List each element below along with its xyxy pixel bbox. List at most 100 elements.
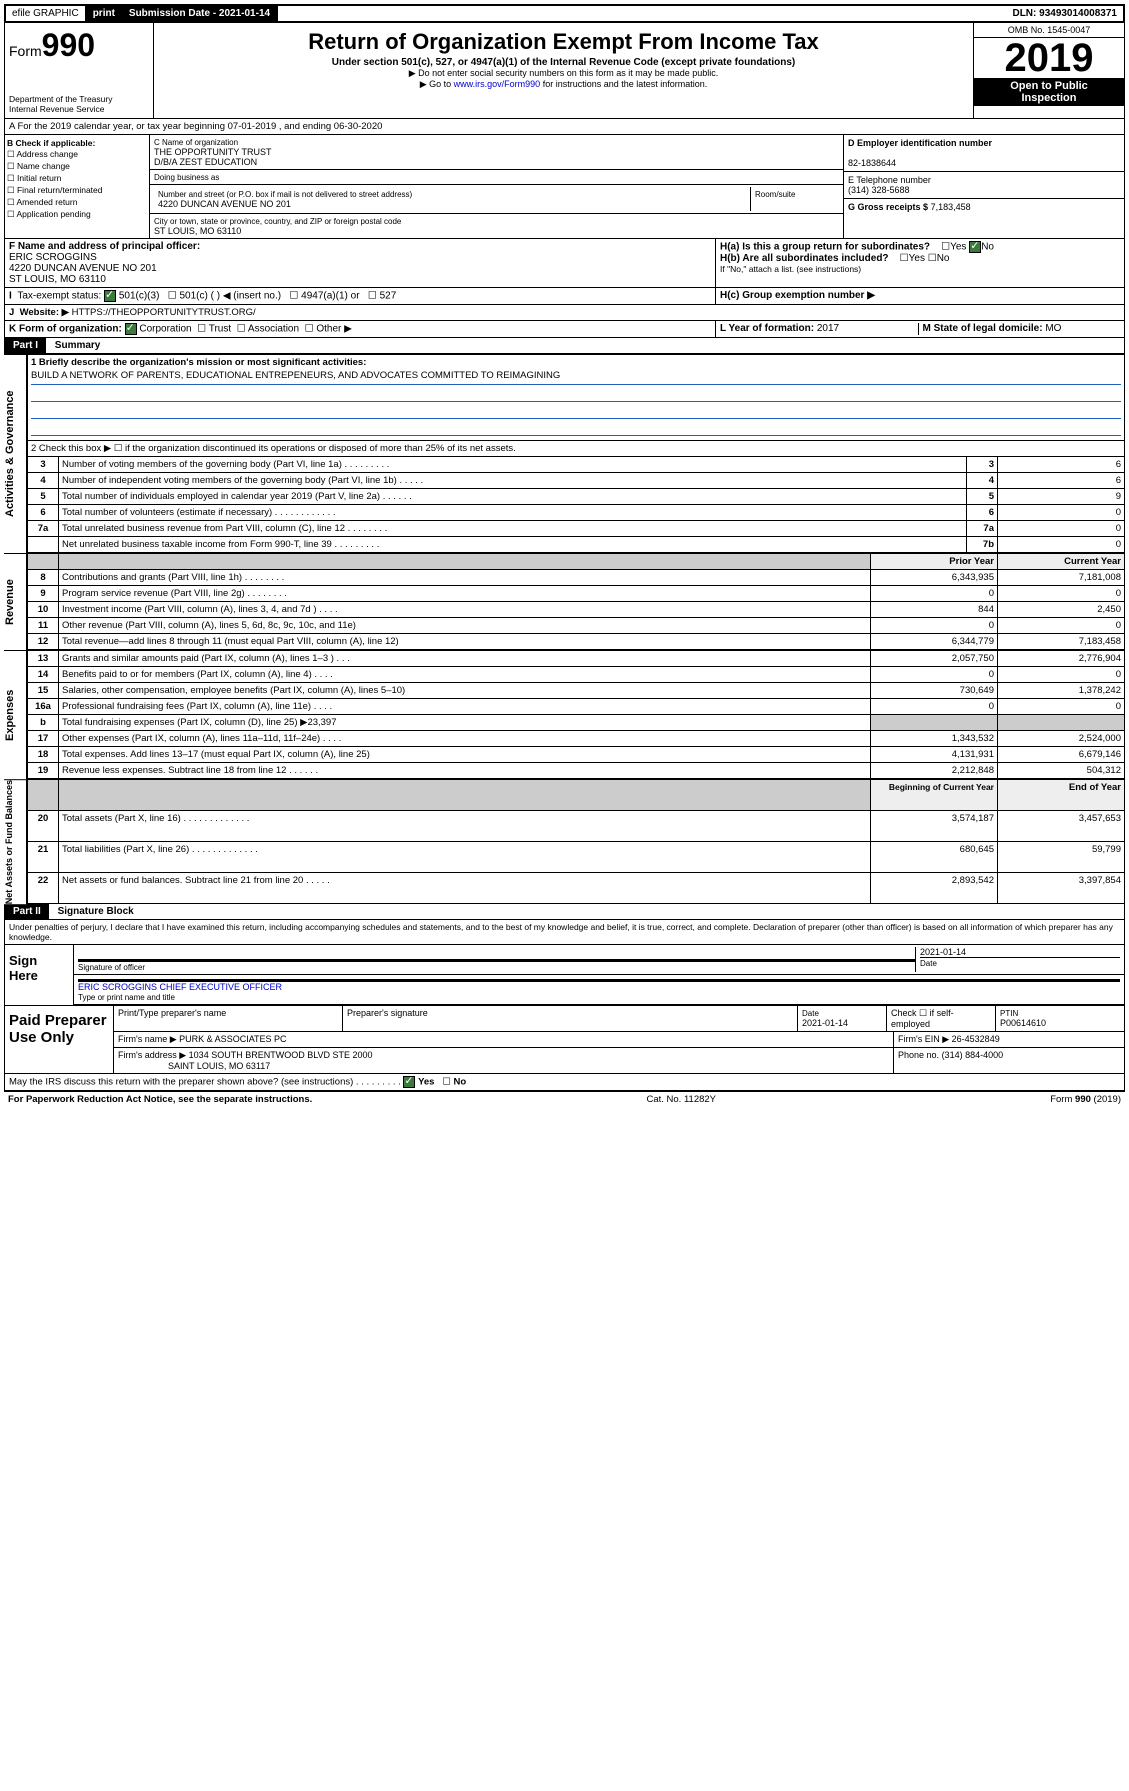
b-amended[interactable]: ☐ Amended return	[7, 197, 147, 208]
mission-text: BUILD A NETWORK OF PARENTS, EDUCATIONAL …	[31, 370, 560, 381]
discuss-yes-check[interactable]	[403, 1076, 415, 1088]
501c3-check[interactable]	[104, 290, 116, 302]
state-domicile: MO	[1045, 323, 1061, 334]
irs-label: Internal Revenue Service	[9, 104, 149, 114]
governance-table: 1 Briefly describe the organization's mi…	[27, 354, 1125, 553]
note-goto: ▶ Go to www.irs.gov/Form990 for instruct…	[158, 79, 969, 90]
j-label: Website: ▶	[20, 307, 69, 318]
self-employed-check[interactable]: Check ☐ if self-employed	[887, 1006, 996, 1031]
i-label: Tax-exempt status:	[17, 291, 101, 302]
firm-phone: (314) 884-4000	[942, 1050, 1004, 1060]
city-label: City or town, state or province, country…	[154, 217, 401, 226]
addr-label: Number and street (or P.O. box if mail i…	[158, 190, 412, 199]
open-public-1: Open to Public	[1010, 80, 1088, 92]
table-row: 15Salaries, other compensation, employee…	[28, 683, 1125, 699]
year-formation: 2017	[817, 323, 839, 334]
table-row: 14Benefits paid to or for members (Part …	[28, 667, 1125, 683]
footer-left: For Paperwork Reduction Act Notice, see …	[8, 1094, 312, 1105]
open-public-2: Inspection	[1021, 92, 1076, 104]
h-b: H(b) Are all subordinates included? ☐Yes…	[720, 253, 1120, 264]
dept-treasury: Department of the Treasury	[9, 94, 149, 104]
room-label: Room/suite	[755, 190, 795, 199]
sig-date-label: Date	[920, 959, 937, 968]
table-row: 12Total revenue—add lines 8 through 11 (…	[28, 634, 1125, 650]
h-b-note: If "No," attach a list. (see instruction…	[720, 264, 1120, 274]
officer-addr1: 4220 DUNCAN AVENUE NO 201	[9, 263, 157, 274]
officer-name: ERIC SCROGGINS	[9, 252, 97, 263]
k-corp-check[interactable]	[125, 323, 137, 335]
h-c: H(c) Group exemption number ▶	[720, 290, 875, 301]
m-label: M State of legal domicile:	[923, 323, 1043, 334]
table-row: 5Total number of individuals employed in…	[28, 489, 1125, 505]
side-net-assets: Net Assets or Fund Balances	[4, 779, 27, 904]
preparer-sig-hdr: Preparer's signature	[343, 1006, 798, 1031]
table-row: 4Number of independent voting members of…	[28, 473, 1125, 489]
ein-value: 82-1838644	[848, 158, 896, 168]
table-row: Net unrelated business taxable income fr…	[28, 537, 1125, 553]
firm-name: PURK & ASSOCIATES PC	[179, 1034, 286, 1044]
efile-label: efile GRAPHIC	[6, 6, 87, 21]
print-button[interactable]: print	[87, 6, 123, 21]
paid-preparer-block: Paid Preparer Use Only Print/Type prepar…	[4, 1006, 1125, 1074]
e-label: E Telephone number	[848, 175, 931, 185]
firm-addr2: SAINT LOUIS, MO 63117	[168, 1061, 270, 1071]
q1: 1 Briefly describe the organization's mi…	[31, 357, 366, 368]
table-row: 6Total number of volunteers (estimate if…	[28, 505, 1125, 521]
expenses-table: 13Grants and similar amounts paid (Part …	[27, 650, 1125, 779]
page-footer: For Paperwork Reduction Act Notice, see …	[4, 1091, 1125, 1107]
table-row: 3Number of voting members of the governi…	[28, 457, 1125, 473]
k-label: K Form of organization:	[9, 324, 122, 335]
officer-sig-name[interactable]: ERIC SCROGGINS CHIEF EXECUTIVE OFFICER	[78, 982, 282, 992]
side-revenue: Revenue	[4, 553, 27, 650]
b-title: B Check if applicable:	[7, 138, 95, 148]
net-assets-table: Beginning of Current YearEnd of Year 20T…	[27, 779, 1125, 904]
ha-no-check[interactable]	[969, 241, 981, 253]
b-name-change[interactable]: ☐ Name change	[7, 161, 147, 172]
table-row: 7aTotal unrelated business revenue from …	[28, 521, 1125, 537]
sig-officer-label: Signature of officer	[78, 963, 145, 972]
org-name: THE OPPORTUNITY TRUST	[154, 147, 272, 157]
b-addr-change[interactable]: ☐ Address change	[7, 149, 147, 160]
irs-link[interactable]: www.irs.gov/Form990	[454, 79, 541, 89]
officer-addr2: ST LOUIS, MO 63110	[9, 274, 106, 285]
gross-receipts: 7,183,458	[931, 202, 971, 212]
street-address: 4220 DUNCAN AVENUE NO 201	[158, 199, 291, 209]
table-row: 10Investment income (Part VIII, column (…	[28, 602, 1125, 618]
firm-addr1: 1034 SOUTH BRENTWOOD BLVD STE 2000	[189, 1050, 373, 1060]
side-expenses: Expenses	[4, 650, 27, 779]
g-label: G Gross receipts $	[848, 202, 928, 212]
b-pending[interactable]: ☐ Application pending	[7, 209, 147, 220]
note-ssn: ▶ Do not enter social security numbers o…	[158, 68, 969, 79]
table-row: 18Total expenses. Add lines 13–17 (must …	[28, 747, 1125, 763]
table-row: 19Revenue less expenses. Subtract line 1…	[28, 763, 1125, 779]
form-number: 990	[42, 27, 95, 63]
tax-year: 2019	[974, 38, 1124, 78]
footer-right: Form 990 (2019)	[1050, 1094, 1121, 1105]
sig-name-label: Type or print name and title	[78, 993, 175, 1002]
b-initial[interactable]: ☐ Initial return	[7, 173, 147, 184]
table-row: 16aProfessional fundraising fees (Part I…	[28, 699, 1125, 715]
sign-here-label: Sign Here	[5, 945, 74, 1005]
section-klm: K Form of organization: Corporation ☐ Tr…	[4, 321, 1125, 338]
form-subtitle: Under section 501(c), 527, or 4947(a)(1)…	[158, 57, 969, 68]
table-row: 21Total liabilities (Part X, line 26) . …	[28, 842, 1125, 873]
table-row: 9Program service revenue (Part VIII, lin…	[28, 586, 1125, 602]
discuss-line: May the IRS discuss this return with the…	[4, 1074, 1125, 1091]
form-header: Form990 Department of the Treasury Inter…	[4, 23, 1125, 119]
part-i-title: Summary	[49, 338, 107, 353]
section-fh: F Name and address of principal officer:…	[4, 239, 1125, 288]
firm-ein: 26-4532849	[952, 1034, 1000, 1044]
l-label: L Year of formation:	[720, 323, 814, 334]
line-j: J Website: ▶ HTTPS://THEOPPORTUNITYTRUST…	[4, 305, 1125, 321]
part-ii-tag: Part II	[5, 904, 49, 919]
section-bcdeg: B Check if applicable: ☐ Address change …	[4, 135, 1125, 239]
top-bar: efile GRAPHIC print Submission Date - 20…	[4, 4, 1125, 23]
dln: DLN: 93493014008371	[1006, 6, 1123, 21]
table-row: bTotal fundraising expenses (Part IX, co…	[28, 715, 1125, 731]
d-label: D Employer identification number	[848, 138, 992, 148]
paid-preparer-label: Paid Preparer Use Only	[5, 1006, 114, 1073]
table-row: 20Total assets (Part X, line 16) . . . .…	[28, 811, 1125, 842]
b-final[interactable]: ☐ Final return/terminated	[7, 185, 147, 196]
table-row: 13Grants and similar amounts paid (Part …	[28, 651, 1125, 667]
h-a: H(a) Is this a group return for subordin…	[720, 241, 1120, 253]
